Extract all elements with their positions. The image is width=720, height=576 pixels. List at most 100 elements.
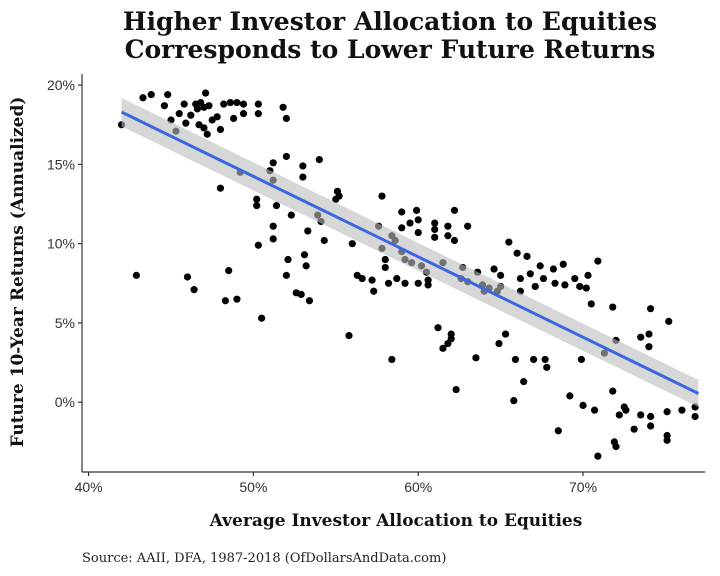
x-tick-label: 60% <box>404 479 432 495</box>
data-point <box>147 91 155 99</box>
data-point <box>526 270 534 278</box>
data-point <box>513 249 521 257</box>
data-point <box>335 192 343 200</box>
data-point <box>637 333 645 341</box>
data-point <box>561 281 569 289</box>
data-point <box>254 100 262 108</box>
data-point <box>615 411 623 419</box>
x-tick-label: 40% <box>75 479 103 495</box>
data-point <box>637 411 645 419</box>
data-point <box>579 401 587 410</box>
data-point <box>647 412 655 421</box>
data-point <box>315 156 323 164</box>
data-point <box>254 110 262 118</box>
data-point <box>609 387 617 395</box>
data-point <box>320 236 328 245</box>
data-point <box>253 202 261 210</box>
data-point <box>444 232 452 240</box>
data-point <box>647 305 655 313</box>
data-point <box>536 262 544 270</box>
chart-title-line-2: Corresponds to Lower Future Returns <box>125 35 656 64</box>
data-point <box>269 159 277 167</box>
y-axis-ticks: 0% 5% 10% 15% 20% <box>47 77 82 410</box>
data-point <box>406 219 414 227</box>
data-point <box>370 287 378 295</box>
y-axis-title: Future 10-Year Returns (Annualized) <box>8 97 28 448</box>
data-point <box>520 378 528 386</box>
data-point <box>282 271 290 279</box>
data-point <box>160 102 169 110</box>
data-point <box>239 110 248 118</box>
data-point <box>205 102 213 110</box>
data-point <box>505 238 513 246</box>
data-point <box>230 114 238 122</box>
y-tick-label: 5% <box>55 315 75 331</box>
source-caption: Source: AAII, DFA, 1987-2018 (OfDollarsA… <box>82 551 446 566</box>
data-point <box>239 100 248 108</box>
y-tick-label: 15% <box>47 156 75 172</box>
data-point <box>378 192 386 200</box>
data-point <box>612 443 620 451</box>
data-point <box>495 339 503 348</box>
y-tick-label: 10% <box>47 236 75 252</box>
data-point <box>576 282 584 291</box>
data-point <box>225 267 233 275</box>
data-point <box>269 222 277 230</box>
data-point <box>381 263 389 272</box>
data-point <box>584 271 592 279</box>
data-point <box>543 363 551 371</box>
data-point <box>213 113 221 121</box>
data-point <box>490 265 498 273</box>
data-point <box>577 355 585 364</box>
data-point <box>452 385 460 394</box>
data-point <box>221 297 229 305</box>
data-point <box>393 274 401 283</box>
data-point <box>450 236 459 245</box>
data-point <box>216 125 225 134</box>
data-point <box>345 332 353 340</box>
data-point <box>253 195 261 203</box>
data-point <box>630 425 638 433</box>
data-point <box>539 274 548 283</box>
data-point <box>645 330 653 338</box>
data-point <box>220 100 228 108</box>
data-point <box>551 279 559 287</box>
data-point <box>434 324 442 332</box>
data-point <box>531 282 539 291</box>
data-point <box>450 206 459 214</box>
data-point <box>582 284 590 292</box>
data-point <box>202 89 210 97</box>
data-point <box>594 257 602 265</box>
data-point <box>180 100 188 108</box>
data-point <box>398 208 406 216</box>
data-point <box>203 130 211 138</box>
data-point <box>444 222 452 230</box>
data-point <box>300 251 309 259</box>
regression-line <box>120 110 700 395</box>
data-point <box>424 276 432 284</box>
data-point <box>609 303 617 311</box>
data-point <box>368 276 376 284</box>
data-point <box>216 184 225 192</box>
x-tick-label: 50% <box>239 479 267 495</box>
data-point <box>200 124 208 132</box>
data-point <box>571 274 579 283</box>
data-point <box>464 222 472 230</box>
x-axis-title: Average Investor Allocation to Equities <box>209 511 583 531</box>
data-point <box>358 274 366 283</box>
data-point <box>414 279 422 287</box>
data-point <box>139 94 147 102</box>
data-point <box>559 260 567 268</box>
data-point <box>414 216 422 224</box>
data-point <box>299 162 307 170</box>
data-point <box>665 317 673 325</box>
data-point <box>381 255 389 264</box>
data-point <box>647 422 655 430</box>
data-point <box>472 354 480 362</box>
data-point <box>516 274 525 283</box>
data-point <box>590 406 599 414</box>
data-point <box>269 235 277 243</box>
data-point <box>193 105 201 113</box>
data-point <box>678 406 686 414</box>
data-point <box>497 271 505 279</box>
